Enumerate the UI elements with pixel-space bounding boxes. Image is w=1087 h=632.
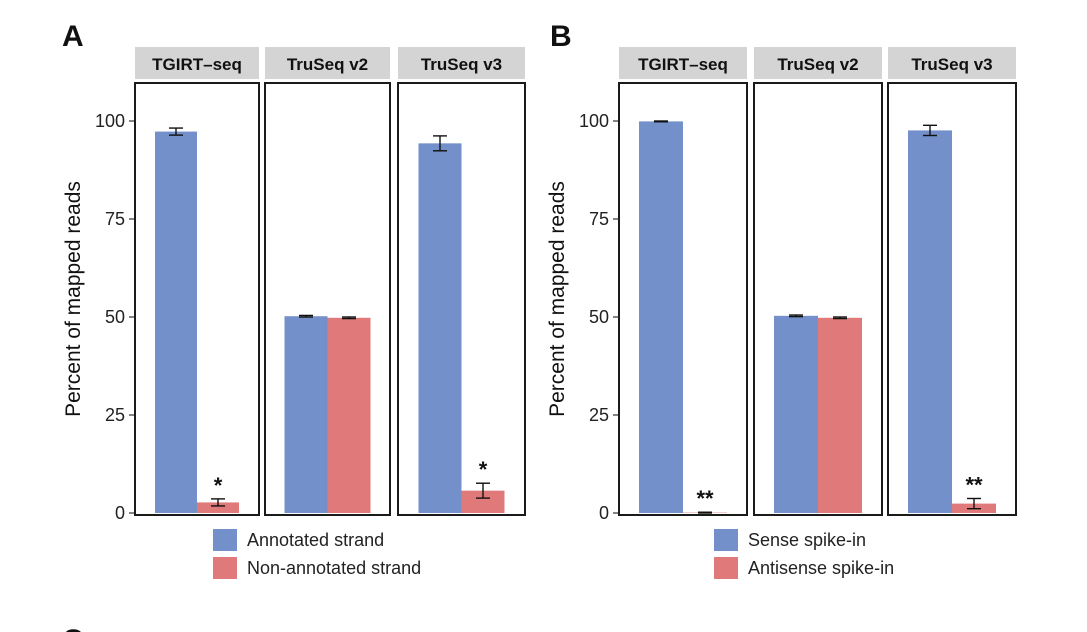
facet-label: TruSeq v2 xyxy=(287,55,368,74)
bar-series1 xyxy=(639,121,683,513)
y-tick-label: 75 xyxy=(105,209,125,229)
facet-label: TGIRT–seq xyxy=(152,55,242,74)
y-tick-label: 100 xyxy=(95,111,125,131)
panel-letter: A xyxy=(62,20,84,53)
facet-panel-border xyxy=(753,82,883,516)
significance-marker: ** xyxy=(965,472,983,497)
facet-2: TruSeq v2 xyxy=(753,47,883,516)
significance-marker: ** xyxy=(696,486,714,511)
panel-letter: B xyxy=(550,20,572,53)
legend-label: Annotated strand xyxy=(247,530,384,550)
facet-3: TruSeq v3 ** xyxy=(887,47,1017,516)
y-tick-label: 100 xyxy=(579,111,609,131)
facet-panel-border xyxy=(264,82,391,516)
facet-strip xyxy=(619,47,747,79)
facet-panel-border xyxy=(618,82,748,516)
cut-off-panel: C xyxy=(62,624,84,632)
y-tick-label: 0 xyxy=(115,503,125,523)
bar-series1 xyxy=(418,143,462,513)
facet-strip xyxy=(265,47,390,79)
legend-swatch xyxy=(213,529,237,551)
facet-label: TGIRT–seq xyxy=(638,55,728,74)
facet-strip xyxy=(754,47,882,79)
panel-a: A Percent of mapped reads 0 25 50 75 100 TGIRT–… xyxy=(62,20,526,579)
facet-strip xyxy=(135,47,259,79)
bar-series1 xyxy=(284,316,328,513)
legend-swatch xyxy=(714,557,738,579)
y-tick-label: 50 xyxy=(589,307,609,327)
y-tick-label: 25 xyxy=(105,405,125,425)
bar-series1 xyxy=(155,131,197,514)
significance-marker: * xyxy=(214,473,223,498)
bar-series2 xyxy=(197,502,239,513)
y-tick-label: 75 xyxy=(589,209,609,229)
y-tick-label: 0 xyxy=(599,503,609,523)
legend-label: Sense spike-in xyxy=(748,530,866,550)
legend-label: Antisense spike-in xyxy=(748,558,894,578)
legend-label: Non-annotated strand xyxy=(247,558,421,578)
facet-1: TGIRT–seq * xyxy=(134,47,260,516)
legend-swatch xyxy=(714,529,738,551)
panel-b: B Percent of mapped reads 0 25 50 75 100 TGIRT–… xyxy=(546,20,1017,579)
bar-series2 xyxy=(461,490,505,513)
significance-marker: * xyxy=(479,457,488,482)
facet-label: TruSeq v2 xyxy=(777,55,858,74)
facet-label: TruSeq v3 xyxy=(421,55,502,74)
panel-letter-c: C xyxy=(62,624,84,632)
y-axis-title: Percent of mapped reads xyxy=(546,181,569,417)
bar-series2 xyxy=(327,317,371,513)
y-tick-label: 50 xyxy=(105,307,125,327)
facet-1: TGIRT–seq ** xyxy=(618,47,748,516)
y-axis-title: Percent of mapped reads xyxy=(62,181,85,417)
facet-panel-border xyxy=(887,82,1017,516)
facet-3: TruSeq v3 * xyxy=(397,47,526,516)
y-tick-label: 25 xyxy=(589,405,609,425)
facet-label: TruSeq v3 xyxy=(911,55,992,74)
legend-swatch xyxy=(213,557,237,579)
facet-panel-border xyxy=(134,82,260,516)
bar-series2 xyxy=(818,317,862,513)
bar-series1 xyxy=(774,315,818,513)
facet-strip xyxy=(888,47,1016,79)
facet-strip xyxy=(398,47,525,79)
bar-series1 xyxy=(908,130,952,513)
facet-2: TruSeq v2 xyxy=(264,47,391,516)
facet-panel-border xyxy=(397,82,526,516)
